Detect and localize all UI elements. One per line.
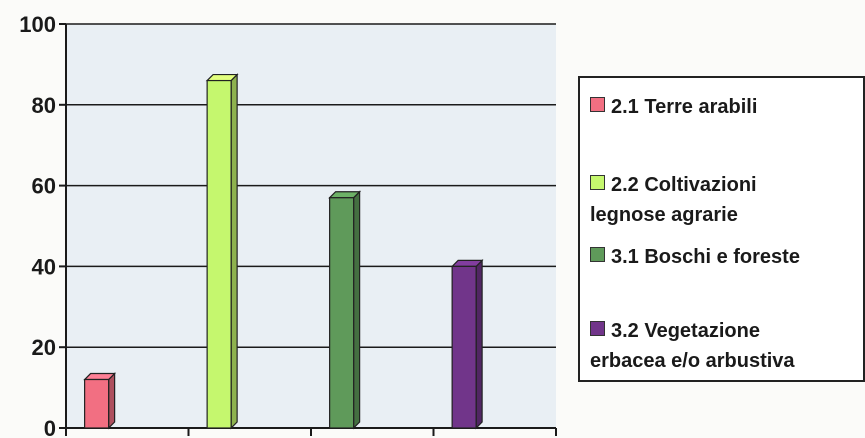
bar-side [354,192,360,428]
y-tick-label: 0 [44,416,56,438]
legend-label: 3.2 Vegetazione erbacea e/o arbustiva [611,316,865,376]
bar-top [85,374,115,380]
y-tick-label: 80 [32,93,56,118]
y-tick-label: 100 [19,12,56,37]
bar-top [207,75,237,81]
legend-item-coltivazioni-legnose: 2.2 Coltivazioni legnose agrarie [590,170,865,230]
legend-swatch [590,321,605,336]
bar-top [452,260,482,266]
bar-front [85,380,109,428]
bar-side [476,260,482,428]
bar-side [231,75,237,428]
legend-label-line: 3.2 Vegetazione [611,320,760,342]
bar-front [452,266,476,428]
legend-swatch [590,97,605,112]
y-tick-label: 60 [32,174,56,199]
bar [85,374,115,428]
legend-item-vegetazione-erbacea: 3.2 Vegetazione erbacea e/o arbustiva [590,316,865,376]
legend-label: 3.1 Boschi e foreste [611,242,865,272]
y-tick-label: 20 [32,335,56,360]
y-tick-labels: 0 20 40 60 80 100 [19,12,56,438]
legend-label: 2.2 Coltivazioni legnose agrarie [611,170,865,230]
bar-side [109,374,115,428]
bar [207,75,237,428]
bar [452,260,482,428]
legend-label-line: 3.1 Boschi e foreste [611,246,800,268]
legend-label-line: 2.1 Terre arabili [611,96,757,118]
legend: 2.1 Terre arabili 2.2 Coltivazioni legno… [578,76,865,382]
legend-swatch [590,175,605,190]
legend-label: 2.1 Terre arabili [611,92,865,122]
legend-label-line: 2.2 Coltivazioni [611,174,757,196]
bar-top [330,192,360,198]
bar-front [207,81,231,428]
legend-item-boschi-foreste: 3.1 Boschi e foreste [590,242,865,272]
y-tick-label: 40 [32,254,56,279]
legend-label-line: legnose agrarie [590,200,865,230]
bar [330,192,360,428]
legend-item-terre-arabili: 2.1 Terre arabili [590,92,865,122]
legend-swatch [590,247,605,262]
legend-label-line: erbacea e/o arbustiva [590,346,865,376]
bar-front [330,198,354,428]
